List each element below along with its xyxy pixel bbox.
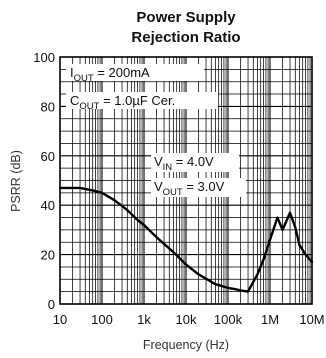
y-tick-label: 60 [41, 149, 55, 164]
y-tick-label: 40 [41, 198, 55, 213]
x-tick-label: 10 [53, 312, 67, 327]
x-tick-label: 1M [261, 312, 279, 327]
annotation-vout: VOUT = 3.0V [151, 178, 246, 198]
y-tick-label: 20 [41, 248, 55, 263]
annotation-vin-symbol: V [154, 154, 163, 169]
annotation-vout-symbol: V [154, 179, 163, 194]
annotation-cout-value: = 1.0µF Cer. [99, 93, 175, 108]
annotation-iout-value: = 200mA [94, 65, 150, 80]
annotation-vout-value: = 3.0V [183, 179, 225, 194]
annotation-cout: COUT = 1.0µF Cer. [66, 92, 218, 112]
x-tick-label: 100 [91, 312, 113, 327]
annotation-vin: VIN = 4.0V [151, 153, 239, 173]
svg-text:IOUT = 200mA: IOUT = 200mA [70, 65, 150, 84]
annotation-vout-subscript: OUT [163, 187, 183, 198]
annotation-vin-subscript: IN [163, 162, 173, 173]
svg-text:COUT = 1.0µF Cer.: COUT = 1.0µF Cer. [70, 93, 175, 112]
y-tick-label: 0 [48, 297, 55, 312]
y-tick-labels: 0 20 40 60 80 100 [33, 50, 55, 312]
x-tick-labels: 10 100 1k 10k 100k 1M 10M [53, 312, 325, 327]
x-tick-label: 1k [137, 312, 151, 327]
svg-text:VIN = 4.0V: VIN = 4.0V [154, 154, 214, 173]
annotation-iout-symbol: I [70, 65, 74, 80]
plot-frame [59, 56, 313, 305]
annotation-iout: IOUT = 200mA [66, 64, 204, 84]
chart-title-line-2: Rejection Ratio [131, 29, 240, 46]
x-tick-label: 100k [214, 312, 243, 327]
y-axis-title: PSRR (dB) [9, 150, 23, 212]
annotation-vin-value: = 4.0V [172, 154, 214, 169]
svg-text:VOUT = 3.0V: VOUT = 3.0V [154, 179, 225, 198]
psrr-curve [58, 186, 314, 293]
chart-title-line-1: Power Supply [136, 9, 236, 26]
annotation-iout-subscript: OUT [74, 73, 94, 84]
x-axis-title: Frequency (Hz) [143, 338, 229, 352]
y-tick-label: 100 [33, 50, 55, 65]
y-tick-label: 80 [41, 99, 55, 114]
x-tick-label: 10k [176, 312, 197, 327]
annotation-cout-symbol: C [70, 93, 79, 108]
x-tick-label: 10M [299, 312, 324, 327]
annotation-cout-subscript: OUT [79, 101, 99, 112]
